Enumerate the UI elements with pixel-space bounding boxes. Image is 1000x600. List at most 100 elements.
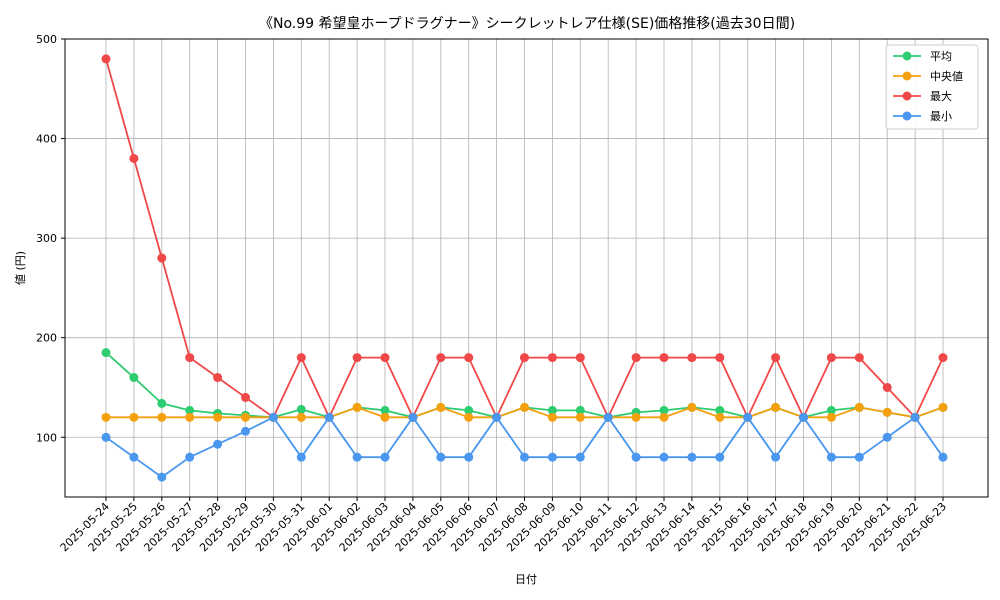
data-point [659,353,669,363]
legend-marker [902,111,912,121]
data-point [129,373,139,383]
data-point [575,452,585,462]
data-point [854,402,864,412]
data-point [268,412,278,422]
data-point [687,402,697,412]
y-tick-label: 200 [36,332,57,345]
x-axis-label: 日付 [515,573,537,586]
data-point [547,353,557,363]
data-point [436,402,446,412]
y-axis-ticks: 100 200 300 400 500 [36,33,65,444]
data-point [631,353,641,363]
legend-label: 中央値 [930,70,963,83]
data-point [408,412,418,422]
data-point [352,402,362,412]
chart-title: 《No.99 希望皇ホープドラグナー》シークレットレア仕様(SE)価格推移(過去… [259,16,795,32]
data-point [771,402,781,412]
data-point [854,353,864,363]
data-point [380,412,390,422]
y-tick-label: 400 [36,133,57,146]
data-point [296,412,306,422]
data-point [575,405,585,415]
data-point [910,412,920,422]
data-point [185,452,195,462]
data-point [631,412,641,422]
y-axis-label: 値 (円) [14,251,27,285]
legend-label: 最小 [930,110,952,123]
series-group [101,54,948,482]
legend-label: 平均 [930,50,952,63]
data-point [129,153,139,163]
data-point [547,405,557,415]
data-point [882,432,892,442]
data-point [241,412,250,422]
data-point [687,452,697,462]
data-point [213,373,223,383]
y-tick-label: 100 [36,431,57,444]
data-point [101,412,111,422]
y-tick-label: 300 [36,232,57,245]
data-point [241,426,250,436]
data-point [129,452,139,462]
data-point [157,253,167,263]
data-point [659,412,669,422]
data-point [743,412,753,422]
data-point [213,439,223,449]
data-point [520,402,529,412]
data-point [492,412,502,422]
data-point [296,353,306,363]
data-point [380,405,390,415]
legend-marker [902,91,912,101]
plot-frame [64,38,989,498]
data-point [185,405,195,415]
data-point [715,452,725,462]
data-point [101,432,111,442]
data-point [157,412,167,422]
data-point [715,405,725,415]
data-point [659,452,669,462]
data-point [826,452,836,462]
data-point [352,452,362,462]
series-3 [101,412,948,482]
data-point [826,353,836,363]
data-point [826,405,836,415]
data-point [715,353,725,363]
data-point [575,412,585,422]
data-point [296,404,306,414]
data-point [938,353,948,363]
data-point [380,353,390,363]
data-point [603,412,613,422]
data-point [129,412,139,422]
data-point [157,398,167,408]
data-point [799,412,808,422]
data-point [659,405,669,415]
data-point [938,402,948,412]
data-point [157,472,167,482]
grid [65,38,988,497]
data-point [296,452,306,462]
data-point [241,392,250,402]
data-point [464,405,474,415]
data-point [464,452,474,462]
legend-label: 最大 [930,89,952,103]
data-point [520,452,529,462]
data-point [324,412,334,422]
data-point [882,382,892,392]
data-point [464,412,474,422]
data-point [938,452,948,462]
data-point [436,452,446,462]
data-point [715,412,725,422]
data-point [826,412,836,422]
data-point [854,452,864,462]
data-point [185,412,195,422]
y-tick-label: 500 [36,33,57,46]
data-point [213,412,223,422]
data-point [687,353,697,363]
data-point [380,452,390,462]
data-point [771,353,781,363]
data-point [352,353,362,363]
data-point [185,353,195,363]
data-point [575,353,585,363]
data-point [520,353,529,363]
data-point [436,353,446,363]
